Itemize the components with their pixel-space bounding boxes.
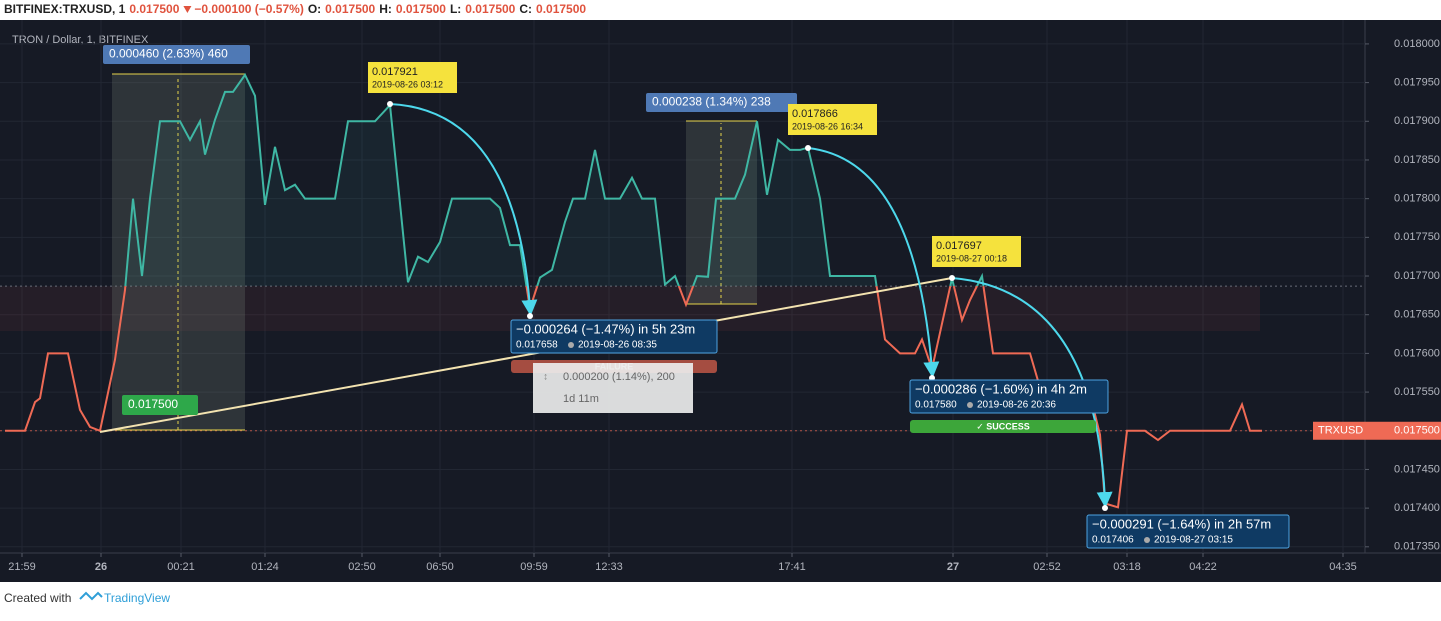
y-tick-label: 0.017700: [1394, 270, 1440, 282]
y-tick-label: 0.017450: [1394, 463, 1440, 475]
x-tick-label: 27: [947, 561, 959, 573]
brand-logo: [79, 591, 103, 601]
header-text: 0.017500: [465, 2, 515, 16]
note-box: [932, 236, 1021, 267]
forecast-box: [1086, 514, 1290, 549]
header-bar: [0, 0, 1441, 20]
note-time: 2019-08-27 00:18: [936, 253, 1007, 263]
x-tick-label: 17:41: [778, 561, 806, 573]
y-tick-label: 0.017900: [1394, 115, 1440, 127]
series-name-tag: TRXUSD: [1318, 425, 1363, 437]
note-price: 0.017697: [936, 240, 982, 252]
forecast-arrow: [951, 277, 1113, 508]
x-tick-label: 04:35: [1329, 561, 1357, 573]
x-tick-label: 01:24: [251, 561, 279, 573]
x-tick-label: 02:52: [1033, 561, 1061, 573]
tooltip-line: 1d 11m: [563, 393, 599, 405]
header-text: O:: [308, 2, 321, 16]
forecast-time: 2019-08-26 08:35: [578, 340, 657, 351]
note-box: [368, 62, 457, 93]
forecast-price: 0.017406: [1092, 535, 1134, 546]
forecast-time: 2019-08-27 03:15: [1154, 535, 1233, 546]
price-tag-label: 0.017500: [1394, 425, 1440, 437]
clock-icon: [1144, 537, 1150, 543]
down-arrow: [183, 6, 192, 13]
y-tick-label: 0.017800: [1394, 193, 1440, 205]
line-below: [5, 286, 1262, 509]
tooltip-box: [533, 363, 693, 413]
anchor-dot: [387, 101, 393, 107]
footer-brand: TradingView: [104, 591, 170, 605]
header-text: 0.017500: [325, 2, 375, 16]
clock-icon: [568, 342, 574, 348]
header-text: BITFINEX:TRXUSD, 1: [4, 2, 126, 16]
forecast-price: 0.017658: [516, 340, 558, 351]
header-text: 0.017500: [396, 2, 446, 16]
x-tick-label: 26: [95, 561, 107, 573]
start-note-box: [122, 395, 198, 415]
anchor-dot: [949, 275, 955, 281]
x-tick-label: 03:18: [1113, 561, 1141, 573]
y-tick-label: 0.018000: [1394, 38, 1440, 50]
header-text: 0.017500: [536, 2, 586, 16]
header-text: 0.017500: [129, 2, 179, 16]
y-tick-label: 0.017550: [1394, 386, 1440, 398]
anchor-dot: [1102, 505, 1108, 511]
status-label: ✓ SUCCESS: [976, 421, 1030, 431]
note-price: 0.017866: [792, 108, 838, 120]
y-tick-label: 0.017350: [1394, 541, 1440, 553]
range-label-box: [103, 45, 250, 64]
legend: TRON / Dollar, 1, BITFINEX: [12, 34, 149, 46]
forecast-arrow: [807, 147, 940, 378]
y-tick-label: 0.017600: [1394, 347, 1440, 359]
forecast-time: 2019-08-26 20:36: [977, 400, 1056, 411]
tooltip-icon: ↕: [543, 372, 548, 383]
header-text: −0.000100 (−0.57%): [194, 2, 303, 16]
y-tick-label: 0.017650: [1394, 309, 1440, 321]
note-box: [788, 104, 877, 135]
range-label-box: [646, 93, 797, 112]
status-bar: [910, 420, 1096, 433]
y-tick-label: 0.017750: [1394, 231, 1440, 243]
x-tick-label: 09:59: [520, 561, 548, 573]
note-time: 2019-08-26 16:34: [792, 121, 863, 131]
note-time: 2019-08-26 03:12: [372, 79, 443, 89]
header-text: C:: [519, 2, 532, 16]
x-tick-label: 21:59: [8, 561, 36, 573]
y-tick-label: 0.017850: [1394, 154, 1440, 166]
range-label: 0.000238 (1.34%) 238: [652, 95, 771, 109]
forecast-arrow: [389, 103, 538, 316]
anchor-dot: [805, 145, 811, 151]
forecast-change: −0.000286 (−1.60%) in 4h 2m: [915, 381, 1087, 396]
x-tick-label: 02:50: [348, 561, 376, 573]
forecast-change: −0.000291 (−1.64%) in 2h 57m: [1092, 516, 1271, 531]
clock-icon: [967, 402, 973, 408]
price-tag: [1313, 421, 1441, 440]
range-label: 0.000460 (2.63%) 460: [109, 47, 228, 61]
footer-text: Created with: [4, 591, 71, 605]
header-text: H:: [379, 2, 392, 16]
anchor-dot: [527, 313, 533, 319]
start-note: 0.017500: [128, 397, 178, 411]
forecast-box: [909, 379, 1109, 414]
y-tick-label: 0.017950: [1394, 77, 1440, 89]
y-tick-label: 0.017400: [1394, 502, 1440, 514]
x-tick-label: 00:21: [167, 561, 195, 573]
x-tick-label: 06:50: [426, 561, 454, 573]
x-tick-label: 12:33: [595, 561, 623, 573]
line-above: [124, 72, 985, 287]
forecast-price: 0.017580: [915, 400, 957, 411]
forecast-box: [510, 319, 718, 354]
forecast-change: −0.000264 (−1.47%) in 5h 23m: [516, 321, 695, 336]
header-text: L:: [450, 2, 461, 16]
tooltip-line: 0.000200 (1.14%), 200: [563, 371, 675, 383]
x-tick-label: 04:22: [1189, 561, 1217, 573]
area-fill: [5, 74, 1262, 287]
note-price: 0.017921: [372, 66, 418, 78]
trend-line: [99, 277, 953, 433]
